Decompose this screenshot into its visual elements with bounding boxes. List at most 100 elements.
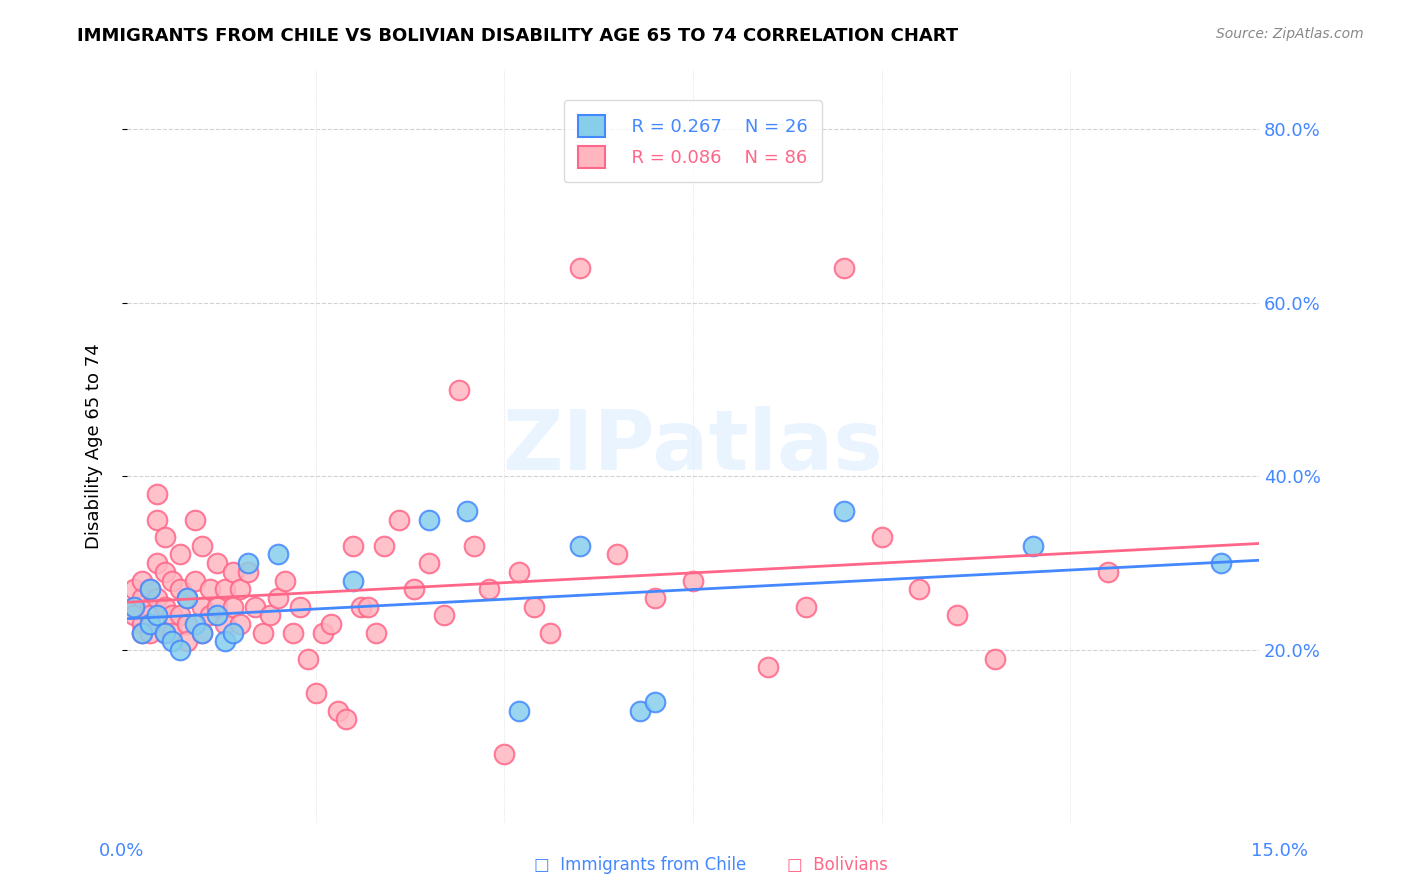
Point — [160, 574, 183, 588]
Point — [124, 599, 146, 614]
Point — [160, 625, 183, 640]
Point — [131, 625, 153, 640]
Point — [297, 651, 319, 665]
Point — [259, 608, 281, 623]
Point — [131, 574, 153, 588]
Point — [198, 582, 221, 597]
Point — [1021, 539, 1043, 553]
Point — [176, 634, 198, 648]
Point — [138, 616, 160, 631]
Point — [160, 634, 183, 648]
Point — [214, 634, 236, 648]
Point — [191, 539, 214, 553]
Point — [138, 616, 160, 631]
Point — [252, 625, 274, 640]
Point — [328, 704, 350, 718]
Point — [447, 383, 470, 397]
Point — [229, 616, 252, 631]
Point — [494, 747, 516, 761]
Point — [214, 616, 236, 631]
Point — [870, 530, 893, 544]
Point — [568, 539, 591, 553]
Point — [191, 625, 214, 640]
Text: □  Immigrants from Chile: □ Immigrants from Chile — [534, 855, 747, 873]
Point — [628, 704, 651, 718]
Point — [523, 599, 546, 614]
Point — [245, 599, 267, 614]
Point — [169, 608, 191, 623]
Point — [153, 530, 176, 544]
Point — [191, 625, 214, 640]
Point — [644, 695, 666, 709]
Point — [908, 582, 931, 597]
Text: Source: ZipAtlas.com: Source: ZipAtlas.com — [1216, 27, 1364, 41]
Point — [508, 704, 530, 718]
Text: □  Bolivians: □ Bolivians — [787, 855, 889, 873]
Point — [267, 548, 290, 562]
Point — [418, 556, 440, 570]
Y-axis label: Disability Age 65 to 74: Disability Age 65 to 74 — [86, 343, 103, 549]
Point — [463, 539, 485, 553]
Point — [832, 504, 855, 518]
Point — [373, 539, 395, 553]
Point — [124, 599, 146, 614]
Point — [274, 574, 297, 588]
Text: 0.0%: 0.0% — [98, 842, 143, 860]
Point — [350, 599, 373, 614]
Text: IMMIGRANTS FROM CHILE VS BOLIVIAN DISABILITY AGE 65 TO 74 CORRELATION CHART: IMMIGRANTS FROM CHILE VS BOLIVIAN DISABI… — [77, 27, 959, 45]
Point — [153, 625, 176, 640]
Point — [388, 513, 411, 527]
Point — [138, 608, 160, 623]
Point — [138, 582, 160, 597]
Point — [364, 625, 387, 640]
Point — [946, 608, 969, 623]
Point — [221, 625, 243, 640]
Point — [221, 599, 243, 614]
Point — [1097, 565, 1119, 579]
Point — [606, 548, 628, 562]
Point — [418, 513, 440, 527]
Point — [402, 582, 425, 597]
Point — [184, 616, 207, 631]
Point — [153, 599, 176, 614]
Point — [478, 582, 501, 597]
Point — [290, 599, 312, 614]
Point — [1211, 556, 1233, 570]
Point — [191, 599, 214, 614]
Point — [304, 686, 326, 700]
Point — [176, 616, 198, 631]
Point — [319, 616, 342, 631]
Point — [169, 643, 191, 657]
Point — [794, 599, 817, 614]
Point — [342, 574, 364, 588]
Legend:   R = 0.267    N = 26,   R = 0.086    N = 86: R = 0.267 N = 26, R = 0.086 N = 86 — [564, 100, 823, 182]
Point — [281, 625, 304, 640]
Point — [138, 582, 160, 597]
Point — [433, 608, 456, 623]
Point — [221, 565, 243, 579]
Point — [984, 651, 1007, 665]
Point — [568, 261, 591, 276]
Point — [456, 504, 478, 518]
Point — [229, 582, 252, 597]
Point — [335, 712, 357, 726]
Text: 15.0%: 15.0% — [1250, 842, 1308, 860]
Point — [184, 574, 207, 588]
Point — [644, 591, 666, 605]
Point — [538, 625, 561, 640]
Point — [312, 625, 335, 640]
Point — [138, 625, 160, 640]
Point — [131, 625, 153, 640]
Point — [146, 591, 169, 605]
Point — [124, 608, 146, 623]
Point — [146, 556, 169, 570]
Point — [169, 548, 191, 562]
Point — [207, 599, 229, 614]
Point — [198, 608, 221, 623]
Point — [131, 616, 153, 631]
Point — [267, 591, 290, 605]
Point — [138, 599, 160, 614]
Point — [236, 565, 259, 579]
Point — [131, 591, 153, 605]
Point — [758, 660, 780, 674]
